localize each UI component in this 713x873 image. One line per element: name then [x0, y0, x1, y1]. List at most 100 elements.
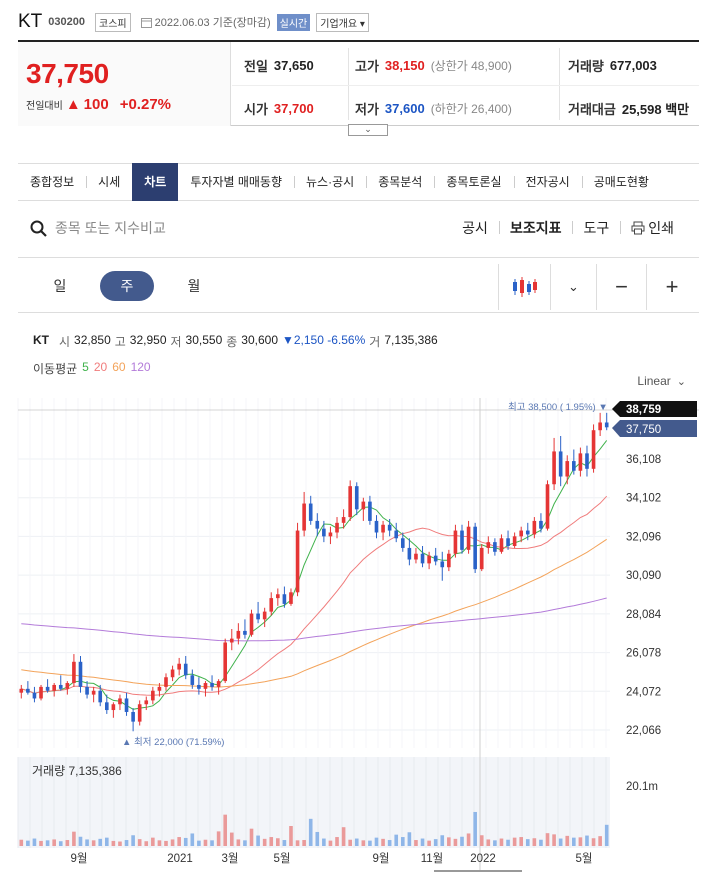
- compare-search[interactable]: 종목 또는 지수비교: [30, 218, 166, 238]
- volume-bar: [52, 839, 56, 846]
- candle: [39, 684, 43, 701]
- candle-body: [447, 553, 451, 568]
- volume-bar: [447, 837, 451, 846]
- candle-body: [111, 704, 116, 711]
- chart-type-dropdown[interactable]: ⌄: [551, 264, 597, 310]
- volume-bar: [210, 840, 214, 846]
- scale-label: Linear: [637, 374, 671, 388]
- candle: [295, 522, 300, 597]
- volume-bar: [144, 841, 149, 846]
- candle-body: [479, 547, 484, 570]
- candle-body: [177, 663, 181, 670]
- legend-low: 30,550: [185, 333, 223, 347]
- candle-body: [381, 524, 385, 533]
- volume-bar: [585, 835, 589, 846]
- candle-body: [91, 690, 96, 695]
- disclosure-button[interactable]: 공시: [462, 220, 488, 236]
- volume-bar: [276, 838, 280, 846]
- volume-bar: [598, 836, 602, 846]
- candle: [98, 684, 103, 707]
- candle: [558, 435, 563, 487]
- candle-body: [558, 451, 563, 477]
- volume-bar: [335, 837, 339, 846]
- tab-0[interactable]: 종합정보: [30, 175, 75, 189]
- x-tick-label: 11월: [421, 852, 444, 865]
- x-axis: 9월 2021 3월 5월 9월 11월 2022 5월: [71, 852, 593, 865]
- zoom-in-button[interactable]: +: [647, 264, 697, 310]
- period-selector: 일 주 월: [38, 271, 216, 301]
- trade-value-value: 25,598 백만: [621, 102, 690, 117]
- candle: [104, 694, 109, 714]
- candle: [85, 681, 89, 699]
- legend-change: ▼2,150 -6.56%: [282, 333, 366, 347]
- candle-body: [552, 451, 556, 485]
- period-day-button[interactable]: 일: [53, 278, 67, 294]
- candle-body: [124, 698, 129, 712]
- volume-bar: [157, 840, 162, 846]
- period-week-button[interactable]: 주: [100, 271, 154, 301]
- tab-1[interactable]: 시세: [86, 163, 132, 201]
- candle-body: [104, 702, 109, 711]
- moving-average-legend: 이동평균 5 20 60 120: [33, 360, 151, 377]
- ma120-label: 120: [130, 360, 151, 374]
- candle: [585, 445, 589, 477]
- day-open: 시가 37,700: [244, 99, 314, 118]
- x-tick-label: 2021: [167, 853, 193, 865]
- period-month-button[interactable]: 월: [187, 278, 201, 294]
- zoom-out-button[interactable]: −: [597, 264, 647, 310]
- volume-bar: [111, 840, 116, 846]
- candle-body: [118, 698, 122, 705]
- day-high-label: 고가: [355, 59, 379, 74]
- candle: [552, 437, 556, 491]
- plus-icon: +: [665, 274, 679, 299]
- scale-selector[interactable]: Linear ⌄: [637, 374, 686, 388]
- tab-4[interactable]: 뉴스·공시: [294, 163, 366, 201]
- candle: [249, 609, 254, 637]
- tab-6[interactable]: 종목토론실: [434, 163, 513, 201]
- volume-bar: [479, 835, 484, 846]
- tab-7[interactable]: 전자공시: [513, 163, 582, 201]
- tab-2[interactable]: 차트: [132, 163, 179, 201]
- indicators-button[interactable]: 보조지표: [498, 218, 573, 238]
- tab-5[interactable]: 종목분석: [366, 163, 434, 201]
- candle: [124, 692, 129, 716]
- candle: [545, 480, 550, 531]
- collapse-toggle-button[interactable]: ⌄: [348, 124, 388, 136]
- realtime-button[interactable]: 실시간: [276, 13, 311, 31]
- candle-body: [335, 522, 339, 533]
- chart-type-button[interactable]: [499, 264, 551, 310]
- candle: [78, 656, 83, 693]
- candle-body: [65, 683, 70, 689]
- candle-body: [374, 520, 379, 533]
- volume-bar: [315, 831, 320, 846]
- candle: [262, 607, 267, 628]
- divider: [232, 85, 699, 86]
- candle: [210, 675, 214, 691]
- calendar-icon: [140, 17, 152, 28]
- volume-bar: [420, 838, 425, 846]
- candle: [525, 522, 530, 541]
- candle-body: [539, 520, 543, 529]
- change-percent: +0.27%: [119, 96, 171, 113]
- candle: [354, 482, 359, 516]
- candle-body: [39, 686, 43, 699]
- candle: [72, 654, 76, 687]
- volume-legend: 거래량 7,135,386: [32, 764, 122, 778]
- legend-open: 32,850: [74, 333, 111, 347]
- draw-tools-button[interactable]: 도구: [572, 218, 620, 238]
- section-tabs: 종합정보 시세 차트 투자자별 매매동향 뉴스·공시 종목분석 종목토론실 전자공시 공매도현황: [18, 163, 699, 201]
- chart-controls: ⌄ − +: [498, 264, 699, 310]
- tab-3[interactable]: 투자자별 매매동향: [190, 175, 283, 189]
- print-button[interactable]: 인쇄: [620, 218, 685, 238]
- company-info-button[interactable]: 기업개요 ▾: [316, 12, 369, 32]
- candle-body: [137, 704, 142, 722]
- candle: [203, 681, 208, 697]
- chevron-down-icon: ⌄: [568, 279, 579, 294]
- volume-bar: [578, 837, 583, 846]
- volume-bar: [545, 833, 550, 846]
- plot-area: [18, 398, 610, 748]
- candle: [374, 515, 379, 539]
- legend-name: KT: [33, 333, 49, 347]
- tab-8[interactable]: 공매도현황: [581, 163, 661, 201]
